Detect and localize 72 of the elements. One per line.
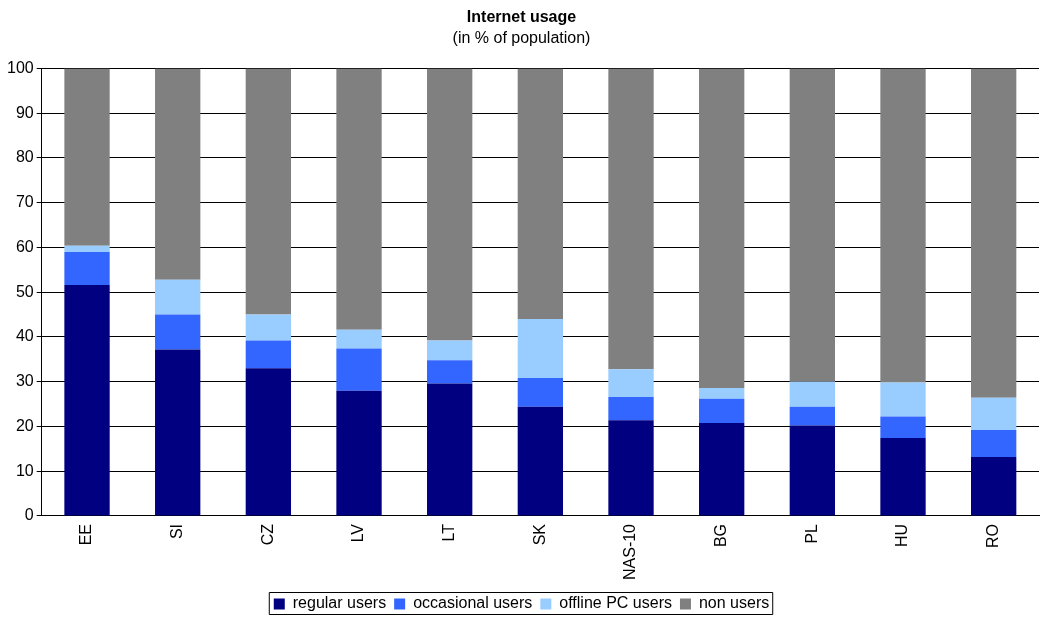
bar: [880, 438, 926, 516]
bar: [427, 360, 473, 384]
x-tick-label: HU: [893, 523, 911, 548]
x-tick-label: PL: [802, 523, 820, 544]
bar: [971, 68, 1017, 398]
bar: [427, 340, 473, 361]
y-tick-label: 10: [15, 461, 34, 479]
bar: [245, 340, 292, 369]
x-tick-label: SK: [530, 523, 548, 546]
bar: [64, 245, 110, 252]
bar: [971, 397, 1017, 431]
x-tick-label: EE: [77, 523, 95, 546]
y-tick-label: 90: [15, 103, 34, 121]
bar: [245, 368, 292, 516]
bar: [245, 68, 292, 315]
bar: [517, 319, 564, 379]
legend-label: offline PC users: [559, 594, 672, 612]
y-tick-label: 80: [15, 148, 34, 166]
x-tick-label: LV: [349, 523, 367, 543]
chart-title: Internet usage: [466, 8, 577, 26]
bar: [789, 406, 836, 426]
bar: [336, 329, 382, 349]
bar: [64, 68, 110, 246]
bar: [789, 381, 836, 407]
bar: [699, 422, 745, 516]
bar: [608, 420, 654, 516]
y-tick-label: 60: [15, 237, 34, 255]
bar: [517, 406, 564, 516]
bar: [64, 251, 110, 286]
bar: [245, 314, 292, 341]
y-tick-label: 40: [15, 327, 34, 345]
bar: [155, 279, 201, 315]
x-tick-label: CZ: [258, 523, 276, 546]
legend-label: non users: [698, 594, 770, 612]
bar: [880, 416, 926, 439]
bar: [608, 369, 654, 397]
bar: [880, 382, 926, 417]
legend-label: regular users: [292, 594, 387, 612]
bar: [699, 68, 745, 388]
bar: [155, 68, 201, 280]
bar: [427, 383, 473, 516]
y-tick-label: 30: [15, 372, 34, 390]
bar: [699, 387, 745, 399]
bar: [517, 68, 564, 320]
bar: [336, 68, 382, 330]
bar: [789, 425, 836, 516]
bar: [971, 456, 1017, 516]
x-tick-label: SI: [168, 523, 186, 540]
bar: [517, 378, 564, 407]
y-tick-label: 20: [15, 416, 34, 434]
x-tick-label: LT: [440, 523, 458, 542]
bar: [699, 398, 745, 423]
bar: [608, 68, 654, 370]
bar: [880, 68, 926, 383]
bar: [336, 390, 382, 516]
bar: [64, 285, 110, 516]
y-tick-label: 50: [15, 282, 34, 300]
legend-label: occasional users: [413, 594, 533, 612]
y-tick-label: 0: [24, 506, 34, 524]
bar: [427, 68, 473, 341]
bar: [155, 349, 201, 516]
y-tick-label: 70: [15, 193, 34, 211]
bar: [155, 314, 201, 350]
bar: [789, 68, 836, 382]
x-tick-label: RO: [984, 523, 1002, 548]
y-tick-label: 100: [6, 58, 34, 76]
bar: [336, 348, 382, 391]
bar: [608, 396, 654, 421]
x-tick-label: NAS-10: [621, 523, 639, 581]
x-tick-label: BG: [712, 523, 730, 548]
chart-subtitle: (in % of population): [452, 29, 591, 47]
bar: [971, 430, 1017, 457]
